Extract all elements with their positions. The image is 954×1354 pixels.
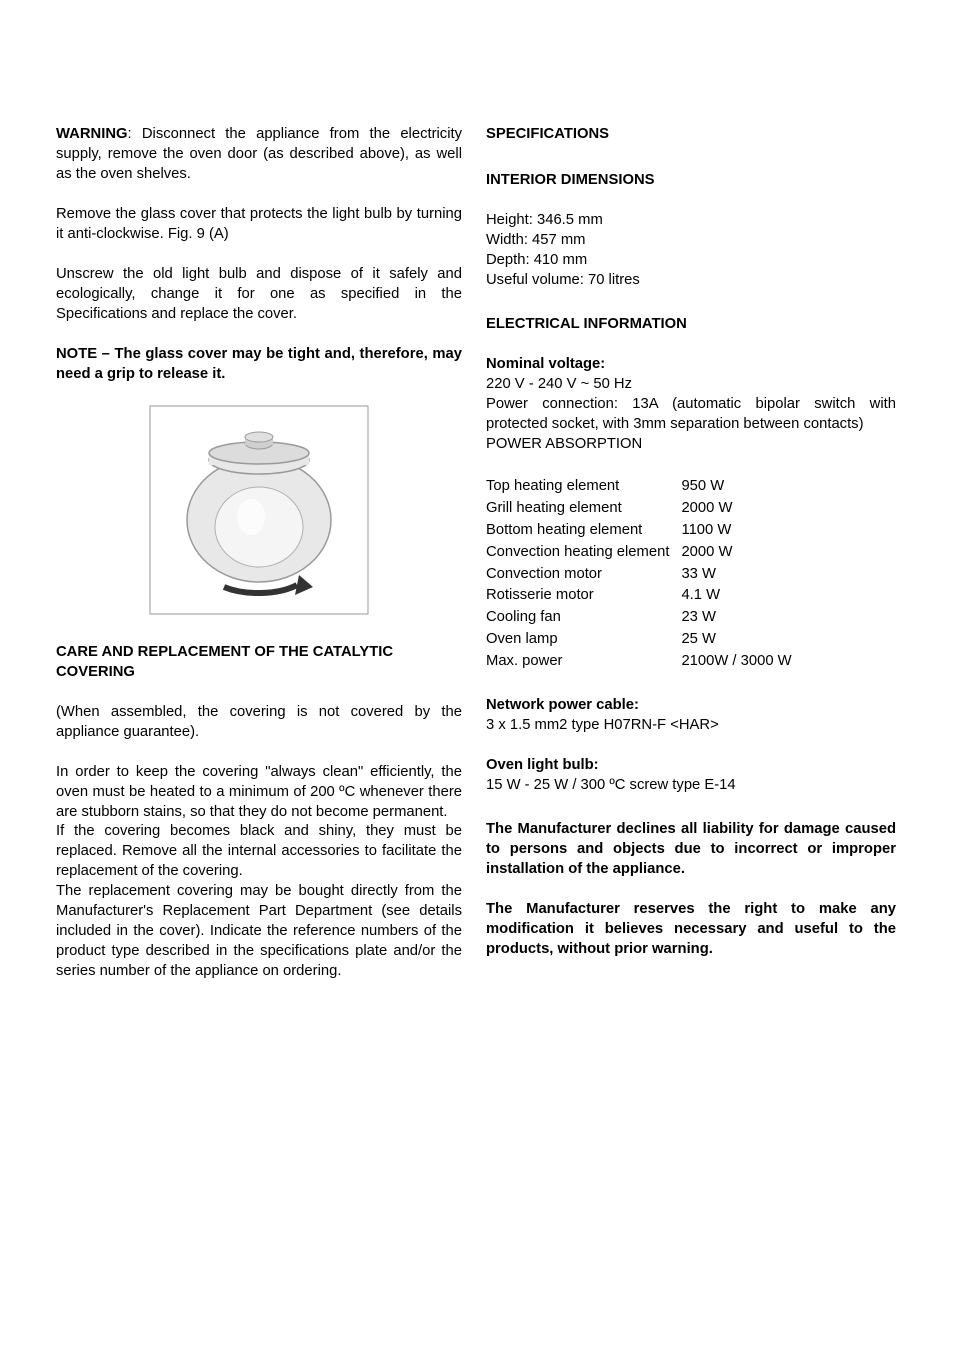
table-cell-value: 2000 W xyxy=(681,543,803,565)
right-column: SPECIFICATIONS INTERIOR DIMENSIONS Heigh… xyxy=(486,125,896,1354)
modification-disclaimer: The Manufacturer reserves the right to m… xyxy=(486,900,896,960)
dim-height: Height: 346.5 mm xyxy=(486,211,896,231)
oven-bulb-label: Oven light bulb: xyxy=(486,756,896,776)
note-paragraph: NOTE – The glass cover may be tight and,… xyxy=(56,345,462,385)
guarantee-paragraph: (When assembled, the covering is not cov… xyxy=(56,703,462,743)
table-cell-label: Oven lamp xyxy=(486,630,681,652)
table-cell-label: Grill heating element xyxy=(486,499,681,521)
table-row: Oven lamp 25 W xyxy=(486,630,804,652)
table-cell-value: 4.1 W xyxy=(681,586,803,608)
electrical-info-heading: ELECTRICAL INFORMATION xyxy=(486,315,896,335)
table-cell-label: Max. power xyxy=(486,652,681,674)
table-cell-label: Convection heating element xyxy=(486,543,681,565)
table-row: Bottom heating element 1100 W xyxy=(486,521,804,543)
table-row: Convection heating element 2000 W xyxy=(486,543,804,565)
lightbulb-cover-illustration xyxy=(149,405,369,615)
table-row: Cooling fan 23 W xyxy=(486,608,804,630)
table-row: Max. power 2100W / 3000 W xyxy=(486,652,804,674)
interior-dimensions-heading: INTERIOR DIMENSIONS xyxy=(486,171,896,191)
power-connection: Power connection: 13A (automatic bipolar… xyxy=(486,395,896,435)
table-cell-value: 1100 W xyxy=(681,521,803,543)
warning-label: WARNING xyxy=(56,126,128,142)
table-cell-label: Convection motor xyxy=(486,565,681,587)
ordering-paragraph: The replacement covering may be bought d… xyxy=(56,882,462,982)
table-row: Top heating element 950 W xyxy=(486,477,804,499)
network-cable-label: Network power cable: xyxy=(486,696,896,716)
table-row: Rotisserie motor 4.1 W xyxy=(486,586,804,608)
table-cell-value: 25 W xyxy=(681,630,803,652)
oven-bulb-value: 15 W - 25 W / 300 ºC screw type E-14 xyxy=(486,776,896,796)
light-bulb-figure xyxy=(56,405,462,615)
network-cable-value: 3 x 1.5 mm2 type H07RN-F <HAR> xyxy=(486,716,896,736)
replace-covering-paragraph: If the covering becomes black and shiny,… xyxy=(56,822,462,882)
dim-volume: Useful volume: 70 litres xyxy=(486,271,896,291)
nominal-voltage-value: 220 V - 240 V ~ 50 Hz xyxy=(486,375,896,395)
table-cell-label: Cooling fan xyxy=(486,608,681,630)
table-row: Grill heating element 2000 W xyxy=(486,499,804,521)
power-absorption-label: POWER ABSORPTION xyxy=(486,435,896,455)
table-cell-value: 33 W xyxy=(681,565,803,587)
page: WARNING: Disconnect the appliance from t… xyxy=(0,0,954,1354)
table-cell-label: Rotisserie motor xyxy=(486,586,681,608)
nominal-voltage-label: Nominal voltage: xyxy=(486,355,896,375)
table-cell-label: Bottom heating element xyxy=(486,521,681,543)
table-cell-value: 2000 W xyxy=(681,499,803,521)
specifications-heading: SPECIFICATIONS xyxy=(486,125,896,145)
glass-cover-paragraph: Remove the glass cover that protects the… xyxy=(56,205,462,245)
catalytic-heading: CARE AND REPLACEMENT OF THE CATALYTIC CO… xyxy=(56,643,462,683)
warning-paragraph: WARNING: Disconnect the appliance from t… xyxy=(56,125,462,185)
table-cell-value: 2100W / 3000 W xyxy=(681,652,803,674)
table-cell-value: 950 W xyxy=(681,477,803,499)
dim-depth: Depth: 410 mm xyxy=(486,251,896,271)
unscrew-paragraph: Unscrew the old light bulb and dispose o… xyxy=(56,265,462,325)
efficiency-paragraph: In order to keep the covering "always cl… xyxy=(56,763,462,823)
power-absorption-table: Top heating element 950 W Grill heating … xyxy=(486,477,804,675)
table-row: Convection motor 33 W xyxy=(486,565,804,587)
dim-width: Width: 457 mm xyxy=(486,231,896,251)
left-column: WARNING: Disconnect the appliance from t… xyxy=(56,125,462,1354)
table-cell-label: Top heating element xyxy=(486,477,681,499)
liability-disclaimer: The Manufacturer declines all liability … xyxy=(486,820,896,880)
table-cell-value: 23 W xyxy=(681,608,803,630)
